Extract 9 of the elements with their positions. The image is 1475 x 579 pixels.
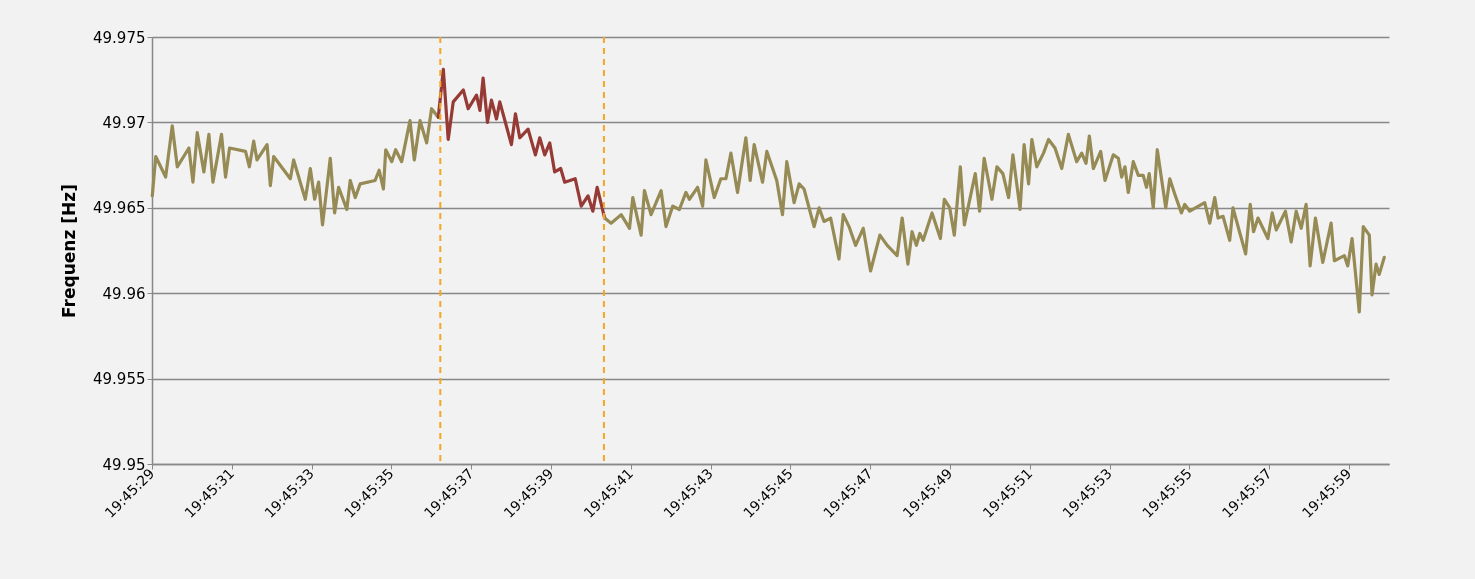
line-series xyxy=(603,132,1386,314)
y-tick-label: 49.96 xyxy=(102,284,146,303)
y-axis-title: Frequenz [Hz] xyxy=(59,184,80,318)
y-tick-label: 49.955 xyxy=(93,370,146,389)
y-tick-label: 49.975 xyxy=(93,28,146,47)
y-tick-label: 49.97 xyxy=(102,113,146,132)
line-series xyxy=(150,107,440,227)
line-series xyxy=(436,67,607,220)
y-tick-label: 49.965 xyxy=(93,199,146,218)
